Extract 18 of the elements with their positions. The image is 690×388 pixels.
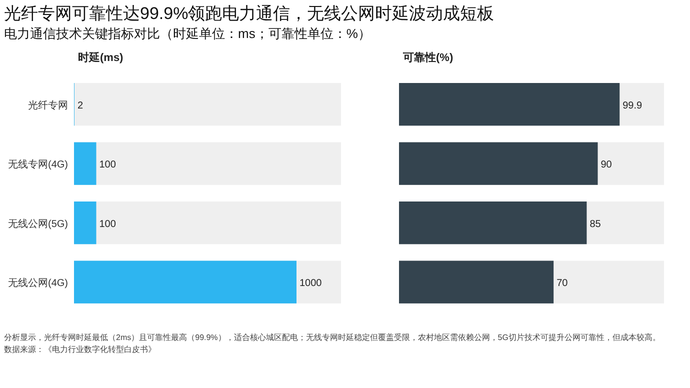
- y-tick-label: 无线公网(5G): [8, 218, 68, 230]
- data-label: 100: [99, 218, 116, 230]
- chart-title: 光纤专网可靠性达99.9%领跑电力通信，无线公网时延波动成短板: [4, 4, 494, 23]
- data-label: 85: [590, 218, 602, 230]
- data-label: 70: [556, 278, 568, 290]
- y-tick-label: 无线公网(4G): [8, 277, 68, 290]
- data-label: 100: [99, 160, 116, 171]
- source-note: 数据来源：《电力行业数字化转型白皮书》: [4, 345, 156, 354]
- y-tick-label: 无线专网(4G): [8, 158, 68, 171]
- data-label: 90: [600, 160, 612, 171]
- x-axis-title: 时延(ms): [78, 51, 124, 64]
- data-label: 2: [77, 100, 84, 112]
- data-label: 1000: [300, 278, 322, 290]
- text: 分析显示，光纤专网时延最低（2ms）且可靠性最高（99.9%），适合核心城区配电；无线专网时延稳定但覆盖受限，农村地区需依赖公网，5G切片技术可提升公网可靠性，但成本较高。: [4, 333, 660, 342]
- data-label: 99.9: [622, 100, 643, 112]
- x-axis-title: 可靠性(%): [402, 51, 454, 64]
- chart-subtitle: 电力通信技术关键指标对比（时延单位：ms；可靠性单位：%）: [4, 26, 371, 41]
- y-tick-label: 光纤专网: [28, 99, 68, 112]
